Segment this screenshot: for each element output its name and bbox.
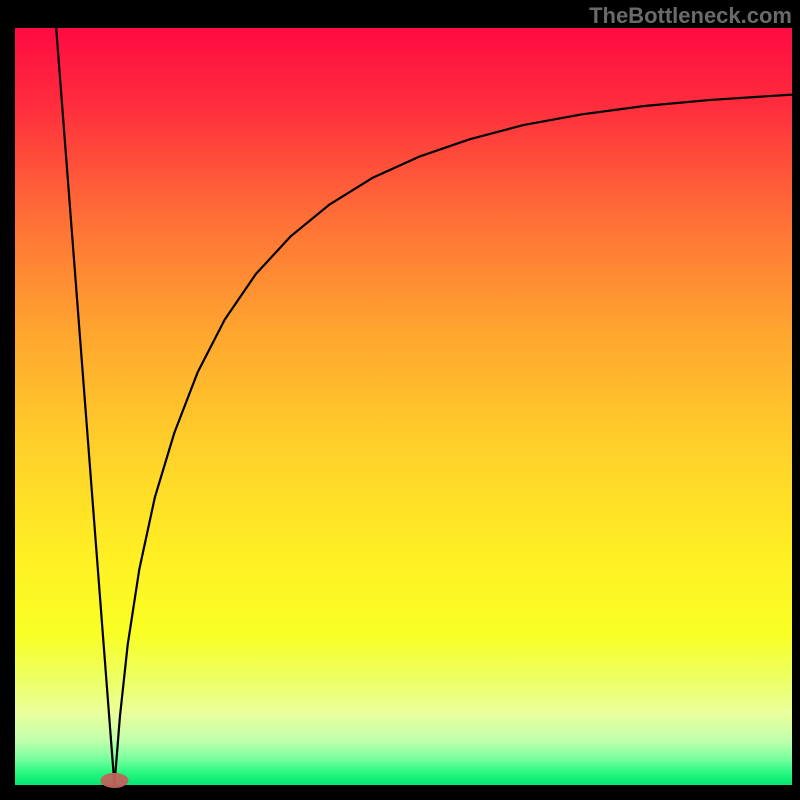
bottleneck-chart [0, 0, 800, 800]
watermark-text: TheBottleneck.com [589, 3, 792, 29]
plot-background [15, 28, 792, 785]
chart-container: TheBottleneck.com [0, 0, 800, 800]
minimum-marker [100, 773, 128, 788]
